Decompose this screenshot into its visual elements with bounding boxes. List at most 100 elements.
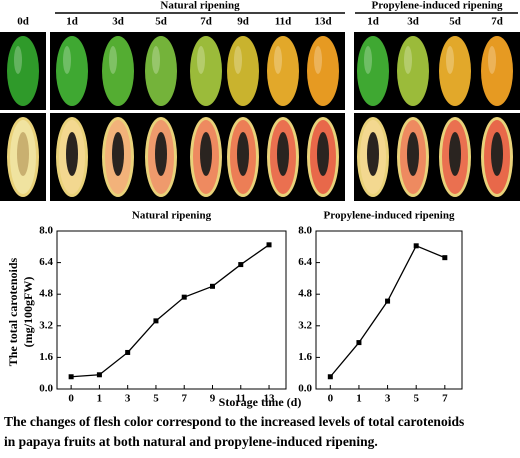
seeds xyxy=(66,132,78,176)
caption: in papaya fruits at both natural and pro… xyxy=(4,434,378,449)
chart-title: Natural ripening xyxy=(132,210,212,222)
y-axis-label: The total carotenoids xyxy=(6,257,20,366)
x-tick-label: 11 xyxy=(236,393,246,405)
fruit xyxy=(227,36,259,106)
day-label: 0d xyxy=(17,16,29,28)
data-point xyxy=(153,318,159,324)
fruit-highlight xyxy=(14,46,22,74)
data-point xyxy=(181,294,187,300)
data-point xyxy=(266,242,272,248)
caption: The changes of flesh color correspond to… xyxy=(4,414,464,429)
fruit xyxy=(102,36,134,106)
day-label: 11d xyxy=(275,16,292,28)
fruit xyxy=(307,36,339,106)
x-tick-label: 5 xyxy=(413,393,419,405)
fruit xyxy=(190,36,222,106)
x-tick-label: 9 xyxy=(210,393,216,405)
seeds xyxy=(112,132,124,176)
fruit-highlight xyxy=(364,46,372,74)
day-label: 7d xyxy=(200,16,212,28)
data-point xyxy=(68,374,74,380)
data-line xyxy=(71,244,270,378)
cavity xyxy=(17,132,29,176)
x-tick-label: 7 xyxy=(181,393,187,405)
fruit-highlight xyxy=(109,46,117,74)
seeds xyxy=(277,132,289,176)
fruit xyxy=(357,36,389,106)
day-label: 9d xyxy=(237,16,249,28)
data-point xyxy=(96,372,102,378)
data-point xyxy=(385,298,391,304)
data-point xyxy=(356,340,362,346)
fruit xyxy=(7,36,39,106)
day-label: 3d xyxy=(407,16,419,28)
day-label: 7d xyxy=(491,16,503,28)
natural-title: Natural ripening xyxy=(160,0,240,12)
day-label: 3d xyxy=(112,16,124,28)
x-tick-label: 1 xyxy=(356,393,362,405)
y-tick-label: 1.6 xyxy=(298,351,312,363)
fruit xyxy=(397,36,429,106)
data-point xyxy=(413,243,419,249)
data-point xyxy=(125,349,131,355)
x-tick-label: 0 xyxy=(328,393,334,405)
x-tick-label: 7 xyxy=(442,393,448,405)
x-tick-label: 3 xyxy=(385,393,391,405)
day-label: 1d xyxy=(66,16,78,28)
seeds xyxy=(367,132,379,176)
fruit-highlight xyxy=(404,46,412,74)
y-tick-label: 3.2 xyxy=(298,319,312,331)
fruit xyxy=(439,36,471,106)
seeds xyxy=(200,132,212,176)
plot-frame xyxy=(315,230,463,390)
day-label: 5d xyxy=(155,16,167,28)
seeds xyxy=(491,132,503,176)
seeds xyxy=(407,132,419,176)
day-label: 13d xyxy=(314,16,331,28)
data-point xyxy=(238,262,244,268)
fruit-highlight xyxy=(274,46,282,74)
y-tick-label: 8.0 xyxy=(39,225,53,237)
y-tick-label: 1.6 xyxy=(39,351,53,363)
y-tick-label: 0.0 xyxy=(39,383,53,395)
propylene-title: Propylene-induced ripening xyxy=(372,0,503,12)
seeds xyxy=(317,132,329,176)
y-tick-label: 4.8 xyxy=(298,288,312,300)
y-tick-label: 6.4 xyxy=(298,256,312,268)
fruit-highlight xyxy=(63,46,71,74)
seeds xyxy=(449,132,461,176)
data-point xyxy=(442,255,448,261)
chart-title: Propylene-induced ripening xyxy=(324,210,455,222)
fruit-highlight xyxy=(314,46,322,74)
fruit-highlight xyxy=(234,46,242,74)
x-tick-label: 3 xyxy=(125,393,131,405)
day-label: 5d xyxy=(449,16,461,28)
data-line xyxy=(329,244,446,378)
fruit xyxy=(56,36,88,106)
fruit xyxy=(481,36,513,106)
fruit xyxy=(145,36,177,106)
x-tick-label: 0 xyxy=(68,393,74,405)
x-tick-label: 13 xyxy=(264,393,276,405)
fruit-highlight xyxy=(152,46,160,74)
x-tick-label: 5 xyxy=(153,393,159,405)
day-label: 1d xyxy=(367,16,379,28)
fruit-highlight xyxy=(446,46,454,74)
y-tick-label: 6.4 xyxy=(39,256,53,268)
data-point xyxy=(327,374,333,380)
fruit-highlight xyxy=(197,46,205,74)
x-tick-label: 1 xyxy=(97,393,103,405)
y-tick-label: 8.0 xyxy=(298,225,312,237)
y-axis-label: (mg/100gFW) xyxy=(21,277,35,348)
seeds xyxy=(237,132,249,176)
x-axis-label: Storage time (d) xyxy=(219,395,302,409)
data-point xyxy=(209,283,215,289)
seeds xyxy=(155,132,167,176)
y-tick-label: 0.0 xyxy=(298,383,312,395)
plot-frame xyxy=(56,230,287,390)
y-tick-label: 4.8 xyxy=(39,288,53,300)
fruit-highlight xyxy=(488,46,496,74)
y-tick-label: 3.2 xyxy=(39,319,53,331)
fruit xyxy=(267,36,299,106)
